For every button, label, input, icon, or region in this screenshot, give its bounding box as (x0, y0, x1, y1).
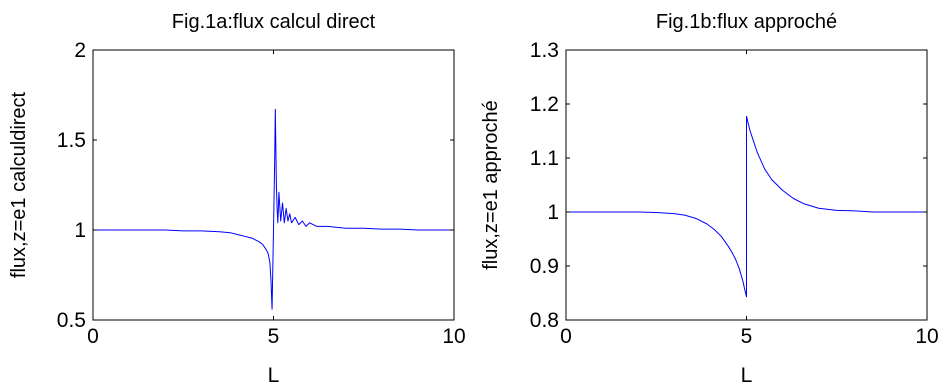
chart-fig1b-ytick-label: 1 (547, 201, 559, 224)
chart-fig1a-ytick-label: 2 (74, 39, 86, 62)
chart-fig1b-xtick-label: 0 (560, 325, 572, 348)
chart-fig1a-ticks: 0 5 10 0.5 1 1.5 2 (57, 39, 466, 348)
chart-fig1b-ytick-label: 0.8 (530, 309, 559, 332)
chart-fig1b: 0 5 10 0.8 0.9 1 1.1 1.2 1.3 Fig.1b:flux approch… (480, 11, 939, 387)
chart-fig1b-xtick-label: 10 (915, 325, 938, 348)
chart-fig1b-title: Fig.1b:flux approché (656, 11, 837, 33)
chart-fig1a: 0 5 10 0.5 1 1.5 2 Fig.1a:flux calcul direct L… (8, 11, 466, 387)
chart-fig1b-ylabel: flux,z=e1 approché (480, 100, 502, 270)
chart-fig1a-plot-area (93, 50, 454, 320)
chart-fig1a-xtick-label: 5 (268, 325, 280, 348)
chart-fig1b-xtick-label: 5 (741, 325, 753, 348)
chart-fig1a-ytick-label: 1.5 (57, 129, 86, 152)
chart-fig1a-ytick-label: 0.5 (57, 309, 86, 332)
chart-fig1a-xtick-label: 0 (87, 325, 99, 348)
chart-fig1a-title: Fig.1a:flux calcul direct (172, 11, 376, 33)
chart-fig1b-ytick-label: 1.1 (530, 147, 559, 170)
chart-fig1b-xlabel: L (741, 364, 753, 387)
chart-fig1b-ytick-label: 1.3 (530, 39, 559, 62)
chart-fig1b-ytick-label: 1.2 (530, 93, 559, 116)
chart-fig1b-series-line-0 (566, 115, 927, 298)
chart-fig1b-ticks: 0 5 10 0.8 0.9 1 1.1 1.2 1.3 (530, 39, 939, 348)
chart-fig1a-series-layer (93, 108, 454, 310)
chart-fig1b-series-layer (566, 115, 927, 298)
chart-fig1a-series-line-0 (93, 108, 454, 310)
chart-fig1a-ytick-label: 1 (74, 219, 86, 242)
chart-fig1a-xtick-label: 10 (442, 325, 465, 348)
chart-fig1a-xlabel: L (268, 364, 280, 387)
chart-fig1a-ylabel: flux,z=e1 calculdirect (8, 91, 30, 278)
chart-fig1b-ytick-label: 0.9 (530, 255, 559, 278)
